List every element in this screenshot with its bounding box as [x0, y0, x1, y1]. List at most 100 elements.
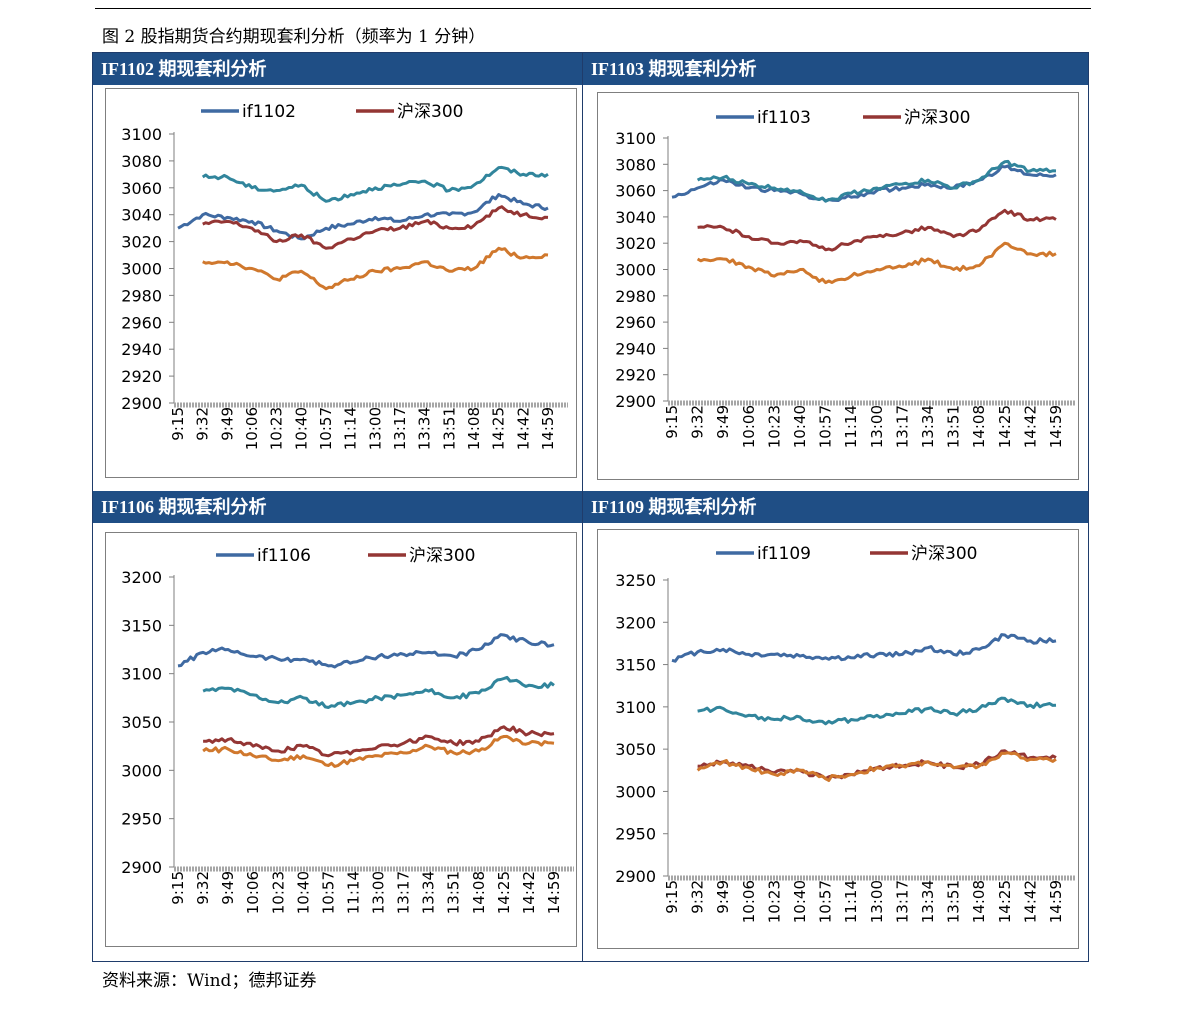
- series-line-orange: [202, 246, 549, 291]
- x-tick-label: 14:59: [539, 407, 557, 450]
- x-tick-label: 10:40: [294, 871, 312, 914]
- y-tick-label: 3200: [121, 568, 162, 587]
- y-tick-label: 2920: [121, 367, 162, 386]
- series-line-沪深300: [697, 749, 1057, 781]
- panel-header-if1109: IF1109 期现套利分析: [583, 491, 1088, 523]
- x-tick-label: 13:51: [945, 405, 963, 448]
- x-tick-label: 13:51: [945, 880, 963, 923]
- chart-if1102: 2900 2920 2940 2960 2980 3000 3020 3040 3060 3080…: [105, 88, 577, 478]
- y-tick-label: 3200: [615, 613, 656, 632]
- y-tick-label: 3060: [121, 179, 162, 198]
- x-tick-label: 13:51: [445, 871, 463, 914]
- source-note: 资料来源：Wind；德邦证券: [102, 971, 317, 991]
- x-tick-label: 9:32: [689, 880, 707, 914]
- chart-svg-if1102: 2900 2920 2940 2960 2980 3000 3020 3040 3060 3080…: [121, 102, 568, 450]
- y-tick-label: 2950: [121, 810, 162, 829]
- x-tick-label: 10:40: [791, 880, 809, 923]
- x-tick-label: 14:42: [514, 407, 532, 450]
- chart-if1103: 2900 2920 2940 2960 2980 3000 3020 3040 3060 3080…: [597, 92, 1079, 480]
- y-tick-label: 3250: [615, 571, 656, 590]
- x-tick-label: 14:25: [996, 405, 1014, 448]
- y-tick-label: 3040: [615, 208, 656, 227]
- x-tick-label: 9:49: [714, 405, 732, 439]
- x-tick-label: 14:42: [520, 871, 538, 914]
- x-tick-label: 9:15: [169, 407, 187, 441]
- y-tick-label: 2960: [121, 313, 162, 332]
- y-tick-label: 3100: [615, 698, 656, 717]
- legend-label: 沪深300: [904, 108, 970, 128]
- series-line-teal: [696, 159, 1057, 203]
- x-tick-label: 14:08: [970, 880, 988, 923]
- x-tick-label: 14:25: [495, 871, 513, 914]
- y-tick-label: 2900: [121, 858, 162, 877]
- x-tick-label: 13:00: [366, 407, 384, 450]
- x-tick-label: 9:32: [194, 407, 212, 441]
- chart-if1106: 2900 2950 3000 3050 3100 3150 3200 9:15 9:32 9:49…: [105, 532, 577, 947]
- y-tick-label: 3100: [121, 125, 162, 144]
- series-line-orange: [696, 241, 1057, 285]
- y-tick-label: 3000: [615, 782, 656, 801]
- series-line-沪深300: [697, 208, 1057, 252]
- x-tick-label: 10:57: [817, 880, 835, 923]
- x-tick-label: 13:00: [868, 880, 886, 923]
- y-tick-label: 3050: [121, 713, 162, 732]
- x-tick-label: 9:49: [219, 871, 237, 905]
- legend-label: 沪深300: [911, 544, 977, 564]
- y-tick-label: 3150: [615, 656, 656, 675]
- series-line-if1103: [671, 164, 1057, 203]
- x-tick-label: 10:06: [243, 407, 261, 450]
- x-tick-label: 11:14: [344, 871, 362, 914]
- x-tick-label: 13:34: [416, 407, 434, 450]
- x-tick-label: 14:25: [996, 880, 1014, 923]
- x-tick-label: 14:59: [1047, 880, 1065, 923]
- series-line-if1106: [177, 633, 555, 669]
- x-tick-label: 9:32: [689, 405, 707, 439]
- x-tick-label: 13:34: [919, 880, 937, 923]
- y-tick-label: 2950: [615, 825, 656, 844]
- y-tick-label: 2900: [615, 867, 656, 886]
- legend-label: 沪深300: [397, 102, 463, 122]
- series-line-沪深300: [203, 725, 555, 758]
- x-tick-label: 9:15: [663, 405, 681, 439]
- x-tick-label: 14:42: [1021, 880, 1039, 923]
- x-tick-label: 14:25: [490, 407, 508, 450]
- x-tick-label: 10:23: [269, 871, 287, 914]
- y-tick-label: 3060: [615, 182, 656, 201]
- x-tick-label: 9:32: [194, 871, 212, 905]
- x-tick-label: 10:57: [317, 407, 335, 450]
- y-tick-label: 3020: [121, 233, 162, 252]
- x-tick-label: 13:17: [391, 407, 409, 450]
- y-tick-label: 2980: [121, 286, 162, 305]
- chart-svg-if1109: 2900 2950 3000 3050 3100 3150 3200 3250 9:15 9:32…: [615, 544, 1076, 923]
- series-line-orange: [696, 751, 1057, 782]
- x-tick-label: 10:06: [740, 405, 758, 448]
- series-line-if1109: [671, 633, 1057, 663]
- x-tick-label: 10:23: [765, 880, 783, 923]
- legend-label: if1103: [757, 108, 811, 128]
- x-tick-label: 13:17: [395, 871, 413, 914]
- y-tick-label: 3020: [615, 234, 656, 253]
- x-tick-label: 9:49: [714, 880, 732, 914]
- y-tick-label: 3000: [121, 761, 162, 780]
- y-tick-label: 3100: [615, 129, 656, 148]
- y-tick-label: 3000: [121, 260, 162, 279]
- y-tick-label: 2940: [615, 339, 656, 358]
- chart-grid-frame: [92, 52, 1089, 962]
- x-tick-label: 14:08: [970, 405, 988, 448]
- x-tick-label: 10:23: [765, 405, 783, 448]
- y-tick-label: 3050: [615, 740, 656, 759]
- series-line-if1102: [177, 193, 549, 241]
- panel-header-if1103: IF1103 期现套利分析: [583, 53, 1088, 85]
- y-tick-label: 2960: [615, 313, 656, 332]
- x-tick-label: 14:59: [1047, 405, 1065, 448]
- legend-label: if1109: [757, 544, 811, 564]
- x-tick-label: 10:57: [319, 871, 337, 914]
- y-tick-label: 3080: [615, 155, 656, 174]
- x-tick-label: 9:15: [169, 871, 187, 905]
- x-tick-label: 14:42: [1021, 405, 1039, 448]
- legend-label: 沪深300: [409, 546, 475, 566]
- x-tick-label: 13:17: [893, 880, 911, 923]
- x-tick-label: 10:23: [268, 407, 286, 450]
- x-tick-label: 9:49: [218, 407, 236, 441]
- legend-label: if1106: [257, 546, 311, 566]
